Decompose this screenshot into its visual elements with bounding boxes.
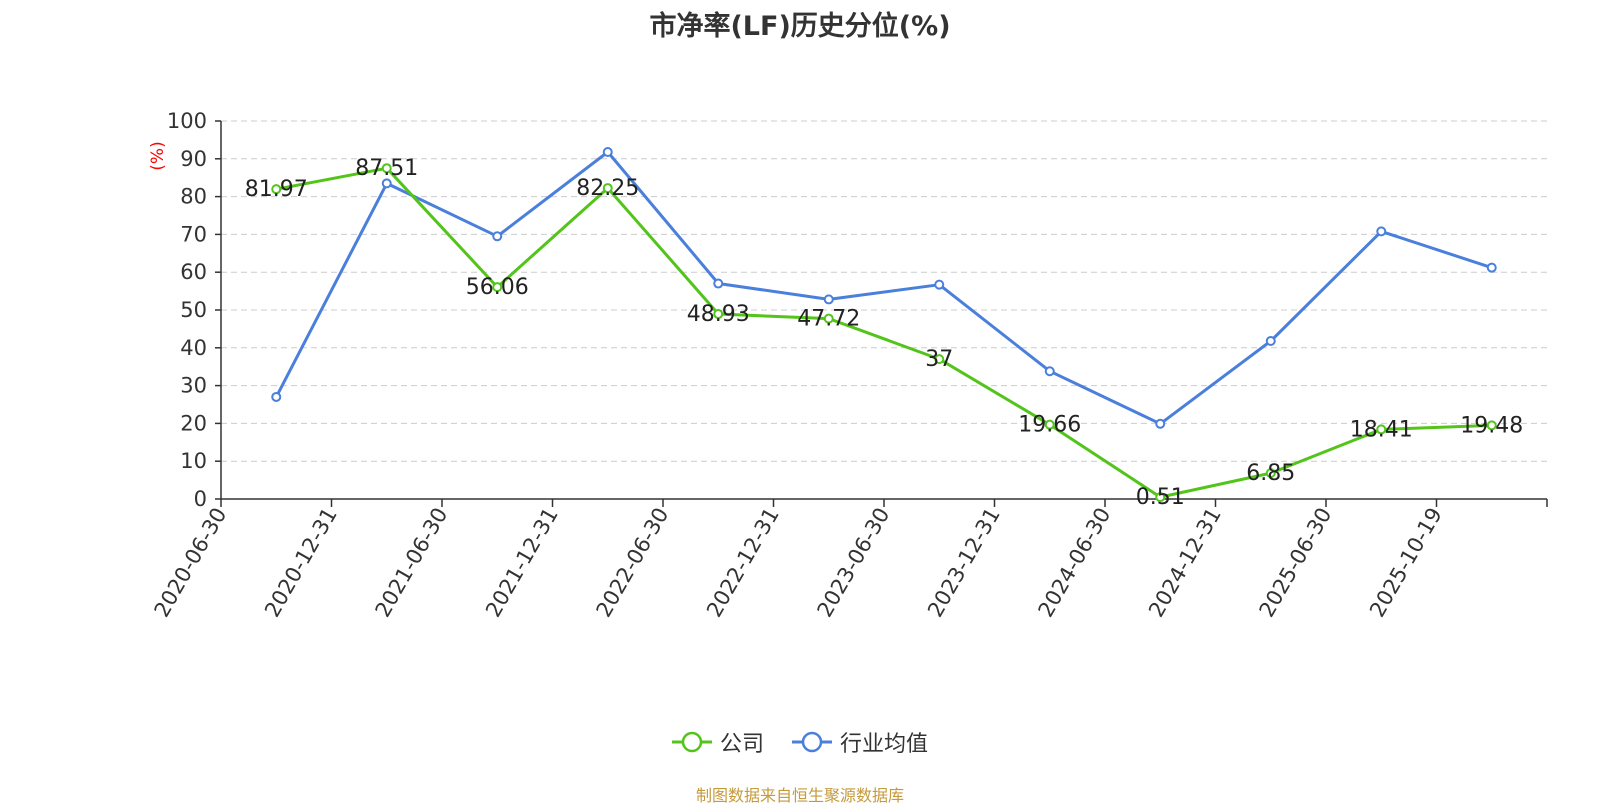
y-tick-label: 40 xyxy=(180,336,207,360)
data-label: 81.97 xyxy=(245,177,308,202)
series-line xyxy=(274,150,1493,426)
data-label: 18.41 xyxy=(1350,417,1413,442)
data-label: 0.51 xyxy=(1136,485,1185,510)
x-tick-label: 2020-06-30 xyxy=(150,504,232,622)
y-tick-label: 50 xyxy=(180,298,207,322)
x-tick-label: 2024-06-30 xyxy=(1034,504,1116,622)
data-point xyxy=(823,313,834,324)
data-label: 37 xyxy=(925,347,953,372)
data-label: 48.93 xyxy=(687,302,750,327)
data-point xyxy=(1155,492,1166,503)
data-point xyxy=(492,231,503,242)
data-point xyxy=(1486,420,1497,431)
data-point xyxy=(823,294,834,305)
data-point xyxy=(602,183,613,194)
data-point xyxy=(934,279,945,290)
data-point xyxy=(934,354,945,365)
x-tick-label: 2023-12-31 xyxy=(923,504,1005,622)
x-tick-label: 2021-12-31 xyxy=(481,504,563,622)
data-point xyxy=(492,282,503,293)
data-label: 19.48 xyxy=(1460,413,1523,438)
legend-line-circle-icon xyxy=(792,731,832,753)
legend-line-circle-icon xyxy=(671,731,712,753)
data-point xyxy=(602,146,613,157)
y-tick-label: 10 xyxy=(180,449,207,473)
series-line xyxy=(276,166,1492,499)
data-source-note: 制图数据来自恒生聚源数据库 xyxy=(695,786,904,805)
chart-title: 市净率(LF)历史分位(%) xyxy=(649,11,951,42)
legend-label: 公司 xyxy=(719,732,764,757)
data-point xyxy=(381,178,392,189)
data-label: 6.85 xyxy=(1246,461,1295,486)
legend-label: 行业均值 xyxy=(840,732,929,757)
data-point xyxy=(1044,419,1055,430)
x-tick-label: 2025-06-30 xyxy=(1255,504,1337,622)
data-point xyxy=(271,184,282,195)
y-tick-label: 100 xyxy=(167,109,207,133)
data-point xyxy=(1155,418,1166,429)
data-point xyxy=(1265,468,1276,479)
x-tick-label: 2021-06-30 xyxy=(371,504,453,622)
legend-item[interactable]: 行业均值 xyxy=(792,726,928,758)
x-tick-label: 2022-06-30 xyxy=(592,504,674,622)
data-point xyxy=(713,309,724,320)
data-point xyxy=(1486,262,1497,273)
y-tick-label: 80 xyxy=(180,185,207,209)
x-tick-label: 2020-12-31 xyxy=(260,504,342,622)
data-label: 56.06 xyxy=(466,275,529,300)
y-tick-label: 0 xyxy=(194,487,207,511)
data-point xyxy=(1376,424,1387,435)
x-tick-label: 2023-06-30 xyxy=(813,504,895,622)
y-tick-label: 30 xyxy=(180,374,207,398)
y-axis-label: (%) xyxy=(148,141,168,170)
x-tick-label: 2025-10-19 xyxy=(1365,504,1447,622)
data-label: 47.72 xyxy=(797,307,860,332)
data-label: 19.66 xyxy=(1018,413,1081,438)
y-tick-label: 60 xyxy=(180,260,207,284)
x-tick-label: 2022-12-31 xyxy=(702,504,784,622)
y-tick-label: 90 xyxy=(180,147,207,171)
y-tick-label: 20 xyxy=(180,411,207,435)
data-point xyxy=(1044,366,1055,377)
y-tick-label: 70 xyxy=(180,222,207,246)
data-point xyxy=(1265,335,1276,346)
data-label: 87.51 xyxy=(355,156,418,181)
data-point xyxy=(713,278,724,289)
data-point xyxy=(271,391,282,402)
data-point xyxy=(1376,226,1387,237)
x-tick-label: 2024-12-31 xyxy=(1144,504,1226,622)
chart-legend: 公司 行业均值 xyxy=(0,722,1600,762)
data-label: 82.25 xyxy=(576,176,639,201)
legend-item[interactable]: 公司 xyxy=(671,726,764,758)
data-point xyxy=(381,163,392,174)
